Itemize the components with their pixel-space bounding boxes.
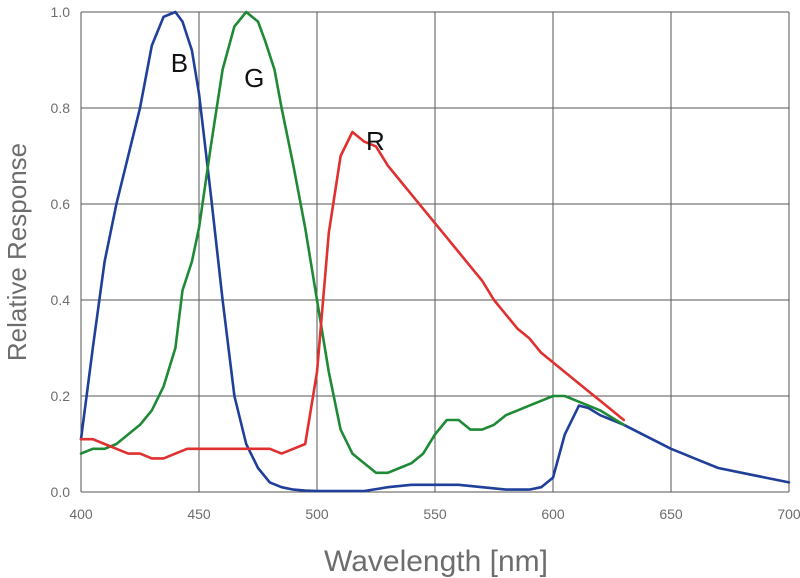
x-axis-ticks: 400 450 500 550 600 650 700 (69, 506, 800, 522)
series-label-r: R (366, 126, 385, 156)
series-line-r (79, 130, 626, 460)
y-axis-title: Relative Response (2, 143, 32, 361)
y-tick-label: 0.4 (51, 292, 71, 308)
series-labels: B G R (171, 48, 385, 156)
series-line-g (79, 10, 626, 475)
x-tick-label: 600 (541, 506, 565, 522)
x-tick-label: 550 (423, 506, 447, 522)
y-axis-ticks: 0.0 0.2 0.4 0.6 0.8 1.0 (51, 4, 71, 500)
y-tick-label: 0.6 (51, 196, 71, 212)
x-tick-label: 400 (69, 506, 93, 522)
series-label-b: B (171, 48, 188, 78)
y-tick-label: 0.2 (51, 388, 71, 404)
y-tick-label: 0.8 (51, 100, 71, 116)
series-line-b (79, 10, 791, 493)
x-tick-label: 650 (659, 506, 683, 522)
y-tick-label: 1.0 (51, 4, 71, 20)
x-tick-label: 450 (187, 506, 211, 522)
series-label-g: G (244, 63, 264, 93)
y-tick-label: 0.0 (51, 484, 71, 500)
x-axis-title: Wavelength [nm] (324, 545, 548, 578)
grid (80, 11, 790, 493)
series-lines (79, 10, 791, 493)
x-tick-label: 700 (777, 506, 800, 522)
x-tick-label: 500 (305, 506, 329, 522)
